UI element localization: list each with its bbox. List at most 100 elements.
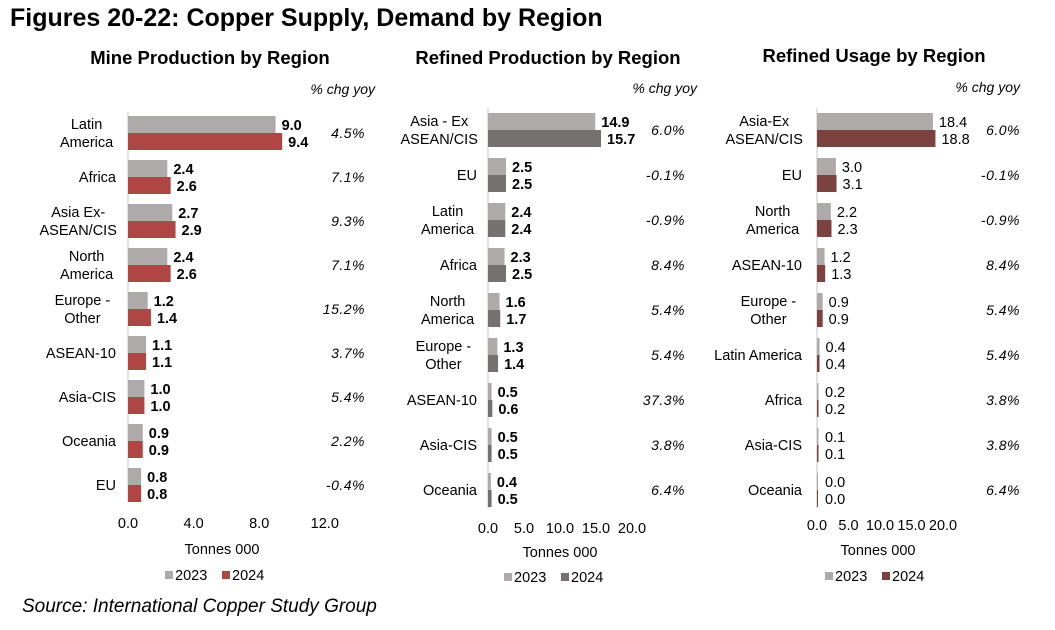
- bar-2023: [817, 203, 831, 220]
- value-label-2024: 0.9: [149, 443, 169, 459]
- bar-2023: [817, 158, 836, 175]
- category-label-line: Other: [425, 357, 461, 373]
- legend-label-2024: 2024: [571, 570, 603, 586]
- pct-change-header: % chg yoy: [310, 81, 376, 97]
- pct-change-label: 5.4%: [651, 347, 685, 363]
- value-label-2023: 0.5: [498, 430, 518, 446]
- category-label-line: ASEAN/CIS: [726, 132, 803, 148]
- category-label: EU: [782, 168, 802, 184]
- category-label: Oceania: [62, 434, 117, 450]
- category-label: Africa: [79, 170, 117, 186]
- bar-2024: [488, 445, 492, 462]
- category-label-line: Europe -: [741, 294, 797, 310]
- bar-2024: [488, 175, 506, 192]
- bar-2023: [488, 158, 506, 175]
- x-tick-label: 12.0: [311, 516, 339, 532]
- category-label: Asia-CIS: [59, 390, 116, 406]
- pct-change-label: 8.4%: [986, 257, 1020, 273]
- value-label-2023: 0.1: [825, 430, 845, 446]
- x-tick-label: 15.0: [897, 518, 925, 534]
- legend-label-2024: 2024: [232, 568, 264, 584]
- bar-2023: [128, 380, 145, 397]
- x-axis-title: Tonnes 000: [523, 545, 598, 561]
- bar-2023: [817, 428, 819, 445]
- bar-2023: [488, 248, 505, 265]
- x-tick-label: 8.0: [249, 516, 269, 532]
- value-label-2024: 0.5: [498, 447, 518, 463]
- category-label: ASEAN-10: [732, 258, 802, 274]
- pct-change-label: -0.1%: [981, 167, 1020, 183]
- value-label-2023: 0.0: [825, 475, 845, 491]
- value-label-2023: 2.3: [511, 250, 531, 266]
- value-label-2024: 1.4: [504, 357, 524, 373]
- bar-2024: [128, 133, 283, 150]
- value-label-2024: 2.5: [512, 177, 532, 193]
- value-label-2024: 0.5: [498, 492, 518, 508]
- pct-change-label: 37.3%: [643, 392, 685, 408]
- value-label-2023: 0.4: [497, 475, 517, 491]
- bar-2023: [128, 160, 168, 177]
- category-label-line: Europe -: [416, 339, 472, 355]
- value-label-2023: 0.9: [149, 426, 169, 442]
- category-label: Latin America: [714, 348, 803, 364]
- bar-2023: [488, 428, 492, 445]
- x-tick-label: 5.0: [838, 518, 858, 534]
- value-label-2023: 0.2: [825, 385, 845, 401]
- category-label-line: North: [755, 204, 790, 220]
- x-axis-title: Tonnes 000: [841, 543, 916, 559]
- bar-2024: [817, 445, 819, 462]
- category-label-line: North: [430, 294, 465, 310]
- value-label-2023: 2.4: [173, 250, 193, 266]
- category-label: Latin America: [421, 204, 475, 238]
- value-label-2023: 1.2: [154, 294, 174, 310]
- category-label-line: Asia - Ex: [410, 114, 469, 130]
- bar-2023: [817, 113, 933, 130]
- bar-2023: [817, 293, 823, 310]
- value-label-2023: 2.2: [837, 205, 857, 221]
- pct-change-label: 5.4%: [331, 389, 365, 405]
- bar-2024: [128, 309, 151, 326]
- category-label-line: America: [421, 222, 475, 238]
- pct-change-label: -0.4%: [326, 477, 365, 493]
- value-label-2024: 1.1: [152, 355, 172, 371]
- category-label: Latin America: [60, 117, 114, 151]
- x-tick-label: 0.0: [118, 516, 138, 532]
- pct-change-label: 3.7%: [331, 345, 365, 361]
- value-label-2024: 0.2: [825, 402, 845, 418]
- category-label-line: Latin: [71, 117, 102, 133]
- pct-change-label: 5.4%: [986, 347, 1020, 363]
- bar-2024: [817, 400, 819, 417]
- value-label-2024: 2.6: [177, 179, 197, 195]
- value-label-2024: 1.0: [150, 399, 170, 415]
- pct-change-label: 7.1%: [331, 169, 365, 185]
- value-label-2024: 2.6: [177, 267, 197, 283]
- figure-title: Figures 20-22: Copper Supply, Demand by …: [10, 4, 603, 32]
- mine-production-chart: Mine Production by Region % chg yoy Latin A…: [40, 47, 376, 584]
- category-label: ASEAN-10: [46, 346, 116, 362]
- category-label-line: Asia Ex-: [51, 205, 105, 221]
- value-label-2024: 0.8: [147, 487, 167, 503]
- pct-change-label: 2.2%: [330, 433, 365, 449]
- x-tick-label: 10.0: [866, 518, 894, 534]
- bar-2023: [128, 204, 173, 221]
- value-label-2024: 0.4: [826, 357, 846, 373]
- category-label: Oceania: [423, 483, 478, 499]
- category-label: Asia-CIS: [745, 438, 802, 454]
- bar-2024: [128, 397, 145, 414]
- legend-swatch-2023: [504, 573, 512, 581]
- category-label: Oceania: [748, 483, 803, 499]
- legend-swatch-2023: [165, 571, 173, 579]
- value-label-2023: 1.6: [506, 295, 526, 311]
- value-label-2024: 2.4: [511, 222, 531, 238]
- x-tick-label: 20.0: [929, 518, 957, 534]
- category-label: North America: [746, 204, 800, 238]
- bar-2024: [817, 175, 837, 192]
- chart-title: Refined Production by Region: [415, 47, 680, 68]
- category-label-line: Other: [64, 311, 100, 327]
- value-label-2024: 15.7: [607, 132, 635, 148]
- pct-change-header: % chg yoy: [955, 79, 1021, 95]
- category-label-line: Asia-Ex: [739, 114, 790, 130]
- value-label-2024: 0.6: [498, 402, 518, 418]
- category-label-line: America: [421, 312, 475, 328]
- x-axis-title: Tonnes 000: [185, 542, 260, 558]
